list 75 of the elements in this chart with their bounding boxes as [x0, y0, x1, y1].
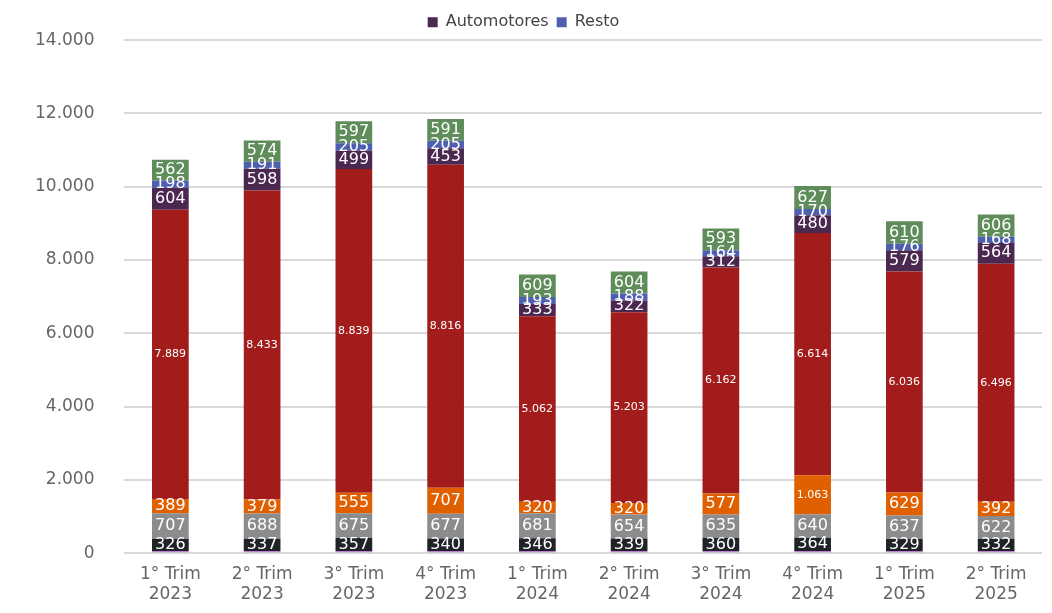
- y-tick-label: 0: [83, 541, 95, 562]
- data-label: 637: [889, 516, 920, 536]
- y-tick-label: 6.000: [45, 321, 95, 342]
- y-tick-label: 14.000: [35, 28, 95, 49]
- data-label: 640: [797, 515, 828, 535]
- data-label: 360: [705, 533, 737, 553]
- data-label: 688: [246, 515, 278, 535]
- x-tick-label: 3° Trim 2023: [323, 562, 385, 604]
- data-label: 6.162: [705, 373, 737, 387]
- data-label: 7.889: [154, 347, 187, 361]
- data-label: 609: [522, 274, 553, 294]
- data-label: 8.816: [429, 319, 462, 333]
- data-label: 1.063: [796, 487, 829, 501]
- data-label: 8.433: [246, 337, 278, 351]
- data-label: 5.062: [521, 401, 554, 415]
- y-tick-label: 8.000: [45, 248, 95, 269]
- data-label: 635: [705, 515, 737, 535]
- data-label: 339: [613, 533, 645, 553]
- data-label: 577: [705, 493, 737, 513]
- data-label: 337: [246, 533, 278, 553]
- data-label: 364: [797, 533, 828, 553]
- legend-label: Resto: [574, 11, 620, 31]
- data-label: 320: [613, 497, 645, 517]
- x-tick-label: 3° Trim 2024: [690, 562, 752, 604]
- data-label: 555: [338, 492, 370, 512]
- x-tick-label: 1° Trim 2023: [139, 562, 201, 604]
- data-label: 677: [430, 515, 461, 535]
- x-tick-label: 1° Trim 2024: [506, 562, 568, 604]
- y-tick-label: 2.000: [45, 468, 95, 489]
- y-tick-label: 4.000: [45, 395, 95, 416]
- bar: [152, 209, 189, 499]
- bar: [794, 232, 831, 476]
- bar: [794, 475, 831, 515]
- data-label: 346: [522, 533, 553, 553]
- x-tick-label: 1° Trim 2025: [873, 562, 935, 604]
- y-tick-label: 12.000: [35, 101, 95, 122]
- data-label: 379: [246, 495, 278, 515]
- x-tick-label: 2° Trim 2024: [598, 562, 660, 604]
- data-label: 707: [430, 489, 461, 509]
- data-label: 681: [522, 515, 553, 534]
- data-label: 6.036: [888, 374, 921, 388]
- bar: [977, 263, 1015, 502]
- data-label: 326: [155, 534, 186, 554]
- data-label: 392: [980, 498, 1012, 518]
- data-label: 6.496: [980, 375, 1012, 389]
- data-label: 622: [980, 516, 1012, 536]
- data-label: 389: [155, 495, 186, 515]
- bar: [610, 312, 648, 503]
- y-tick-label: 10.000: [35, 175, 95, 196]
- x-tick-label: 2° Trim 2025: [965, 562, 1027, 604]
- bar: [427, 164, 464, 488]
- data-label: 329: [889, 534, 920, 554]
- data-label: 675: [338, 514, 370, 534]
- x-tick-label: 2° Trim 2023: [231, 562, 293, 604]
- data-label: 8.839: [338, 323, 370, 337]
- data-label: 591: [430, 119, 461, 138]
- x-tick-label: 4° Trim 2023: [415, 562, 477, 604]
- data-label: 357: [338, 533, 370, 553]
- data-label: 320: [522, 496, 553, 516]
- bar: [243, 190, 281, 500]
- data-label: 604: [155, 187, 186, 207]
- bar: [702, 267, 740, 494]
- data-label: 707: [155, 515, 186, 535]
- data-label: 6.614: [796, 346, 829, 360]
- bar: [886, 271, 923, 493]
- x-tick-label: 4° Trim 2024: [782, 562, 844, 604]
- data-label: 598: [246, 168, 278, 188]
- data-label: 332: [980, 534, 1012, 554]
- data-label: 340: [430, 533, 461, 553]
- data-label: 654: [613, 515, 645, 535]
- legend-label: Automotores: [445, 11, 549, 31]
- bar: [519, 316, 556, 502]
- data-label: 5.203: [613, 400, 645, 414]
- data-label: 629: [889, 493, 920, 513]
- bar: [335, 168, 373, 493]
